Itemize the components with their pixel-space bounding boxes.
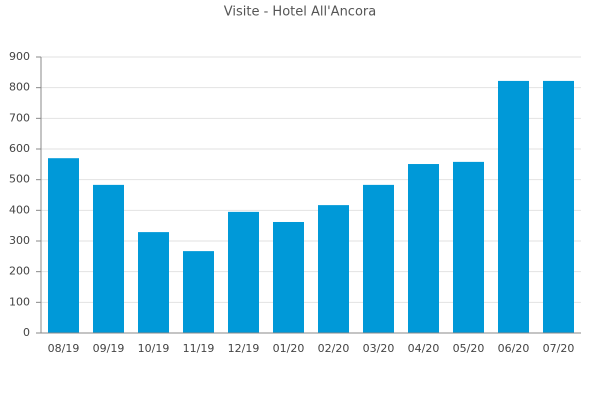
bar [363,184,394,333]
bar [408,164,439,333]
bar [138,232,169,333]
bar [273,221,304,333]
y-tick-label: 200 [9,265,30,278]
x-tick-label: 07/20 [543,342,575,355]
y-tick-label: 100 [9,295,30,308]
x-tick-label: 08/19 [48,342,80,355]
y-tick-label: 500 [9,173,30,186]
y-tick-label: 0 [23,326,30,339]
bar [48,158,79,333]
bar [318,205,349,333]
x-tick-label: 05/20 [453,342,485,355]
y-tick-label: 800 [9,81,30,94]
x-tick-label: 04/20 [408,342,440,355]
x-tick-label: 02/20 [318,342,350,355]
bar [93,184,124,333]
x-tick-label: 12/19 [228,342,260,355]
bar [228,211,259,333]
bar [453,161,484,333]
y-tick-label: 900 [9,50,30,63]
y-tick-label: 600 [9,142,30,155]
bar [183,251,214,333]
x-tick-label: 03/20 [363,342,395,355]
x-tick-label: 11/19 [183,342,215,355]
y-tick-label: 400 [9,203,30,216]
bar [498,80,529,333]
bar [543,80,574,333]
y-tick-label: 700 [9,111,30,124]
x-tick-label: 06/20 [498,342,530,355]
x-tick-label: 10/19 [138,342,170,355]
x-tick-label: 01/20 [273,342,305,355]
chart-title: Visite - Hotel All'Ancora [224,5,376,20]
y-tick-label: 300 [9,234,30,247]
x-tick-label: 09/19 [93,342,125,355]
